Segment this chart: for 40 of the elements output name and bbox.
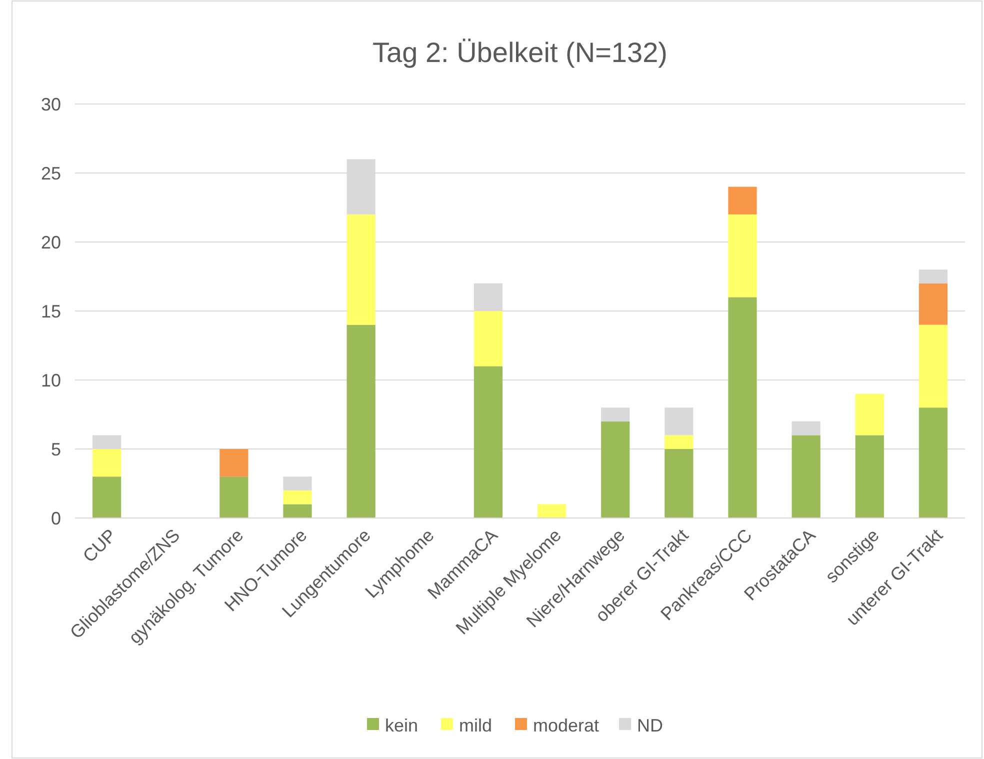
bar <box>601 421 630 518</box>
bar <box>664 435 694 449</box>
bar <box>855 394 884 436</box>
bar <box>918 283 948 325</box>
y-tick-label: 20 <box>40 232 61 252</box>
bar <box>220 476 248 518</box>
bar <box>283 476 312 490</box>
bar <box>918 324 948 408</box>
bar <box>918 270 948 284</box>
legend-label: moderat <box>533 715 600 736</box>
bar <box>92 449 122 477</box>
bar <box>664 449 694 518</box>
bar <box>283 490 312 504</box>
bar <box>728 297 757 518</box>
bar <box>220 449 248 477</box>
bar <box>728 214 757 298</box>
y-tick-label: 5 <box>50 439 61 460</box>
bar <box>474 311 503 366</box>
bar <box>537 504 566 518</box>
y-tick-label: 0 <box>50 508 61 528</box>
bar <box>601 408 630 422</box>
bar <box>346 324 376 518</box>
bar <box>792 421 820 436</box>
bar <box>918 408 948 518</box>
bar <box>855 435 884 518</box>
chart-title: Tag 2: Übelkeit (N=132) <box>372 37 668 68</box>
y-tick-label: 30 <box>40 94 61 114</box>
bar <box>792 435 820 518</box>
legend-label: ND <box>637 715 663 736</box>
y-tick-label: 10 <box>40 370 61 390</box>
legend-label: mild <box>459 715 492 736</box>
legend-label: kein <box>385 715 418 736</box>
bar <box>283 504 312 518</box>
bar <box>728 186 757 214</box>
y-tick-label: 15 <box>40 301 61 322</box>
y-tick-label: 25 <box>40 163 61 184</box>
bar <box>346 214 376 325</box>
bar <box>664 408 694 436</box>
bar <box>474 366 503 518</box>
bar <box>92 476 122 518</box>
